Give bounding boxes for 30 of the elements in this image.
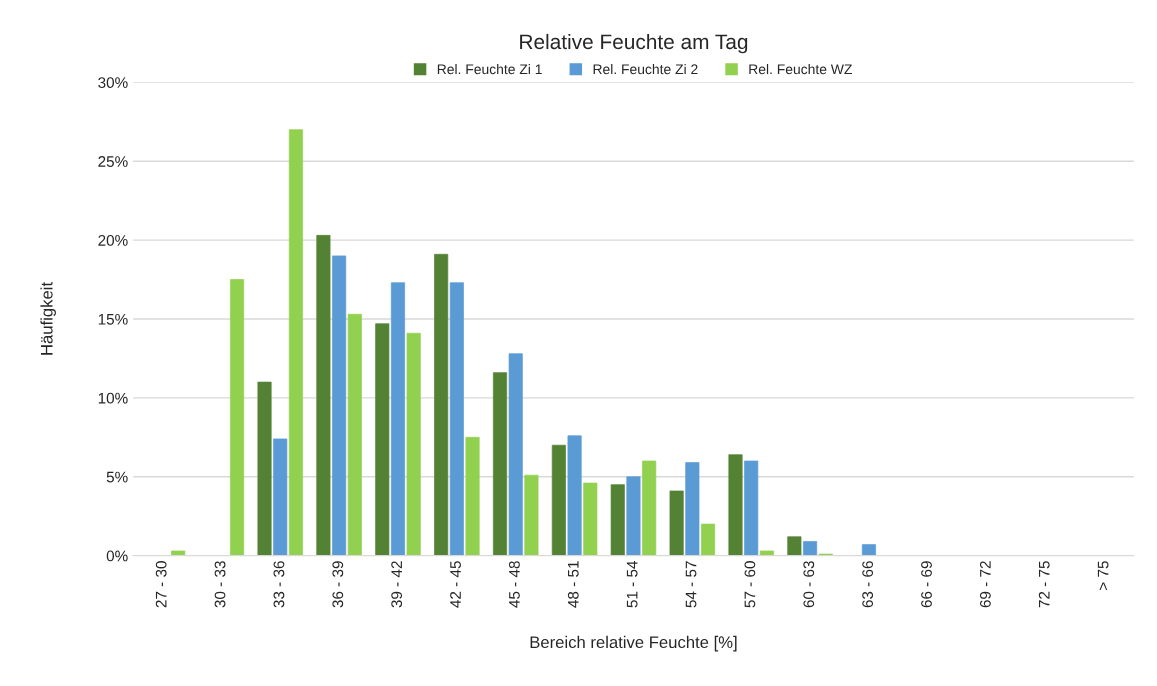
x-tick-label: 54 - 57	[685, 561, 697, 608]
chart-title: Relative Feuchte am Tag	[520, 33, 748, 54]
x-tick-label: 48 - 51	[567, 561, 579, 608]
legend-label: Rel. Feuchte Zi 2	[593, 63, 698, 75]
x-tick-label: 30 - 33	[214, 561, 226, 608]
x-tick-label: > 75	[1097, 561, 1109, 590]
x-tick-label: 66 - 69	[921, 561, 932, 608]
y-tick-label: 20%	[98, 234, 128, 246]
x-tick-label: 36 - 39	[332, 561, 344, 608]
y-tick-label: 0%	[106, 550, 128, 562]
x-axis-title: Bereich relative Feuchte [%]	[530, 635, 737, 652]
x-tick-label: 72 - 75	[1038, 561, 1050, 608]
x-tick-label: 33 - 36	[273, 561, 285, 608]
x-tick-label: 60 - 63	[803, 561, 815, 608]
x-tick-label: 45 - 48	[509, 561, 520, 608]
legend-label: Rel. Feuchte WZ	[749, 63, 852, 75]
x-tick-label: 69 - 72	[979, 561, 991, 608]
y-tick-label: 5%	[106, 471, 128, 483]
x-tick-label: 27 - 30	[155, 561, 167, 608]
x-tick-label: 42 - 45	[450, 561, 461, 608]
y-tick-label: 25%	[98, 156, 128, 167]
y-tick-label: 30%	[98, 77, 128, 89]
x-tick-label: 39 - 42	[391, 561, 403, 608]
y-tick-label: 15%	[98, 313, 128, 325]
x-tick-label: 57 - 60	[744, 561, 756, 608]
y-axis-title: Häufigkeit	[40, 282, 56, 355]
legend-label: Rel. Feuchte Zi 1	[437, 63, 542, 75]
x-tick-label: 63 - 66	[862, 561, 874, 608]
x-tick-label: 51 - 54	[626, 560, 638, 608]
y-tick-label: 10%	[98, 392, 128, 404]
